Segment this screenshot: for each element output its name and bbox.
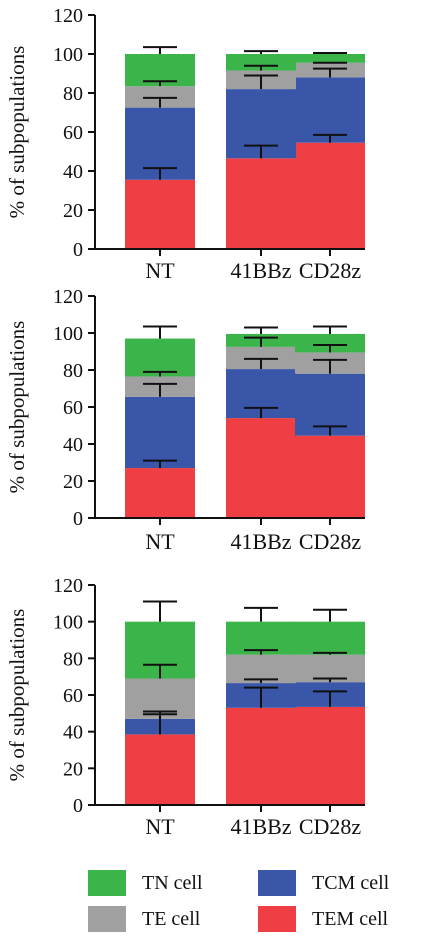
legend-swatch-tcm — [258, 870, 296, 896]
bar-segment — [295, 373, 365, 436]
bar-segment — [125, 179, 195, 249]
legend-label-tcm: TCM cell — [312, 871, 390, 894]
y-tick-label: 60 — [63, 397, 83, 419]
chart-panel-3: 0 20 40 60 80 100 120 NT 41BBz CD28z % of subpopul… — [5, 575, 365, 839]
y-tick-label: 120 — [53, 5, 83, 27]
bar-segment — [295, 77, 365, 143]
x-tick-label: CD28z — [299, 529, 362, 554]
y-tick-label: 80 — [63, 360, 83, 382]
legend-item-tcm: TCM cell — [258, 870, 389, 896]
legend-item-te: TE cell — [88, 906, 200, 932]
legend-label-te: TE cell — [142, 907, 201, 930]
x-tick-label: CD28z — [299, 814, 362, 839]
x-tick-label: 41BBz — [230, 258, 291, 283]
y-tick-label: 100 — [53, 44, 83, 66]
y-tick-label: 120 — [53, 575, 83, 597]
bar-segment — [125, 338, 195, 377]
y-tick-label: 60 — [63, 685, 83, 707]
bar-segment — [226, 54, 296, 71]
x-tick-label: NT — [145, 258, 175, 283]
legend: TN cell TCM cell TE cell TEM cell — [0, 860, 444, 938]
bar-segment — [295, 333, 365, 353]
legend-label-tn: TN cell — [142, 871, 203, 894]
y-tick-label: 40 — [63, 722, 83, 744]
y-axis-title: % of subpopulations — [5, 609, 29, 782]
y-tick-label: 20 — [63, 471, 83, 493]
legend-item-tem: TEM cell — [258, 906, 388, 932]
y-tick-label: 20 — [63, 200, 83, 222]
bar-segment — [226, 418, 296, 518]
y-tick-label: 0 — [73, 239, 83, 261]
bar-segment — [295, 621, 365, 655]
legend-swatch-te — [88, 906, 126, 932]
y-tick-label: 120 — [53, 286, 83, 308]
legend-item-tn: TN cell — [88, 870, 203, 896]
legend-swatch-tem — [258, 906, 296, 932]
x-tick-label: NT — [145, 814, 175, 839]
bar-segment — [295, 142, 365, 249]
y-tick-label: 40 — [63, 434, 83, 456]
y-tick-label: 100 — [53, 323, 83, 345]
x-tick-label: 41BBz — [230, 814, 291, 839]
x-tick-label: 41BBz — [230, 529, 291, 554]
y-axis-title: % of subpopulations — [5, 46, 29, 219]
chart-panel-2: 0 20 40 60 80 100 120 NT 41BBz CD28z % of subpopul… — [5, 286, 365, 554]
y-tick-label: 60 — [63, 122, 83, 144]
y-tick-label: 40 — [63, 161, 83, 183]
bar-segment — [226, 654, 296, 684]
bar-segment — [295, 706, 365, 805]
bar-segment — [226, 707, 296, 805]
x-tick-label: NT — [145, 529, 175, 554]
bar-segment — [226, 158, 296, 249]
y-tick-label: 20 — [63, 758, 83, 780]
y-tick-label: 80 — [63, 648, 83, 670]
bar-segment — [295, 435, 365, 518]
bar-segment — [125, 734, 195, 805]
y-tick-label: 80 — [63, 83, 83, 105]
y-axis-title: % of subpopulations — [5, 321, 29, 494]
bar-segment — [125, 468, 195, 518]
legend-label-tem: TEM cell — [312, 907, 389, 930]
bar-segment — [295, 54, 365, 63]
y-tick-label: 100 — [53, 612, 83, 634]
y-tick-label: 0 — [73, 795, 83, 817]
chart-panel-1: 0 20 40 60 80 100 120 NT 41BBz CD28z % of subpopul… — [5, 5, 365, 283]
x-tick-label: CD28z — [299, 258, 362, 283]
bar-segment — [125, 396, 195, 469]
y-tick-label: 0 — [73, 508, 83, 530]
legend-swatch-tn — [88, 870, 126, 896]
